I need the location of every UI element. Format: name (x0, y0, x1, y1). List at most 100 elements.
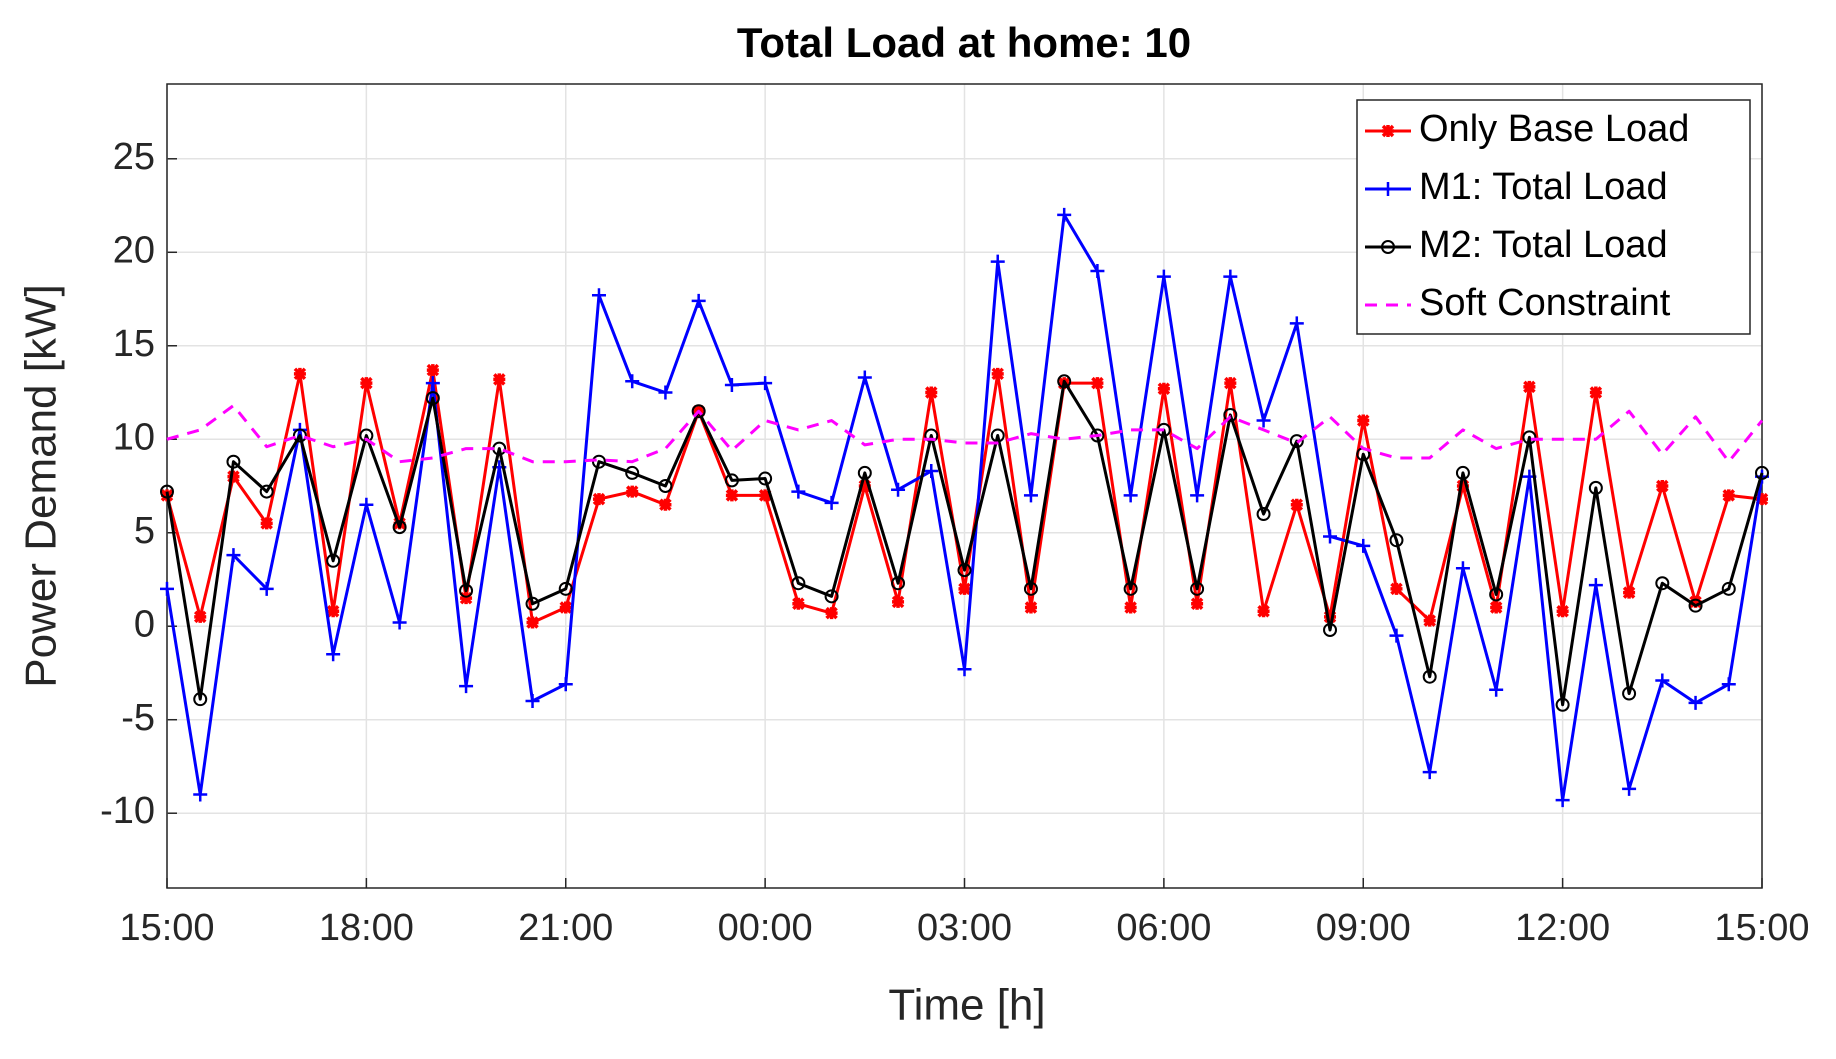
marker (359, 428, 374, 443)
marker (259, 581, 274, 596)
marker (825, 606, 838, 620)
marker (1622, 586, 1636, 599)
marker (193, 787, 208, 802)
marker (1357, 414, 1370, 427)
marker (226, 454, 241, 469)
marker (1190, 597, 1204, 611)
marker (1257, 605, 1270, 618)
marker (1489, 682, 1504, 697)
x-tick-label: 21:00 (518, 907, 613, 949)
y-tick-label: 25 (113, 136, 155, 178)
marker (1656, 479, 1669, 493)
legend-label: Only Base Load (1419, 108, 1689, 150)
marker (360, 376, 373, 390)
y-tick-label: 0 (134, 603, 155, 645)
marker (1123, 488, 1138, 503)
marker (1323, 610, 1337, 624)
marker (1721, 677, 1736, 692)
marker (891, 595, 905, 609)
marker (758, 489, 772, 502)
y-axis-label: Power Demand [kW] (17, 284, 66, 687)
x-tick-label: 06:00 (1116, 907, 1211, 949)
marker (525, 694, 540, 709)
marker (1655, 673, 1670, 688)
marker (1622, 686, 1637, 701)
legend-marker (1381, 182, 1395, 196)
marker (1455, 561, 1470, 576)
marker (957, 563, 972, 578)
marker (1356, 538, 1371, 553)
marker (1755, 465, 1769, 480)
marker (1123, 581, 1138, 596)
marker (725, 489, 739, 502)
marker (958, 582, 971, 596)
marker (1556, 605, 1569, 618)
marker (227, 470, 240, 483)
marker (1588, 480, 1603, 495)
marker (1555, 697, 1570, 712)
marker (326, 605, 340, 618)
marker (1689, 595, 1702, 609)
marker (1256, 507, 1271, 522)
marker (1190, 488, 1205, 503)
marker (1157, 382, 1171, 396)
marker (392, 615, 407, 630)
marker (925, 386, 938, 399)
marker (226, 548, 241, 563)
marker (425, 391, 440, 406)
marker (392, 520, 407, 535)
x-tick-label: 18:00 (319, 907, 414, 949)
marker (957, 662, 972, 677)
marker (1091, 376, 1104, 390)
marker (493, 373, 506, 386)
marker (990, 254, 1005, 269)
marker (1057, 374, 1072, 389)
marker (1523, 380, 1536, 394)
marker (1256, 413, 1271, 428)
marker (1655, 576, 1670, 591)
marker (1323, 529, 1338, 544)
y-tick-label: 10 (113, 416, 155, 458)
marker (1422, 669, 1437, 684)
marker (924, 428, 939, 443)
legend-label: Soft Constraint (1419, 282, 1671, 324)
marker (1024, 601, 1038, 614)
legend-label: M1: Total Load (1419, 166, 1668, 208)
marker (1156, 269, 1171, 284)
y-tick-label: 20 (113, 229, 155, 271)
marker (1290, 498, 1304, 511)
x-tick-label: 03:00 (917, 907, 1012, 949)
marker (193, 692, 208, 707)
marker (1722, 489, 1736, 502)
marker (1023, 581, 1038, 596)
marker (160, 484, 174, 499)
marker (1622, 781, 1637, 796)
marker (792, 597, 805, 611)
marker (193, 610, 207, 624)
marker (1588, 578, 1603, 593)
marker (1057, 207, 1072, 222)
marker (659, 498, 672, 511)
marker (791, 576, 806, 591)
marker (426, 363, 440, 377)
marker (1489, 601, 1503, 614)
marker (359, 497, 374, 512)
marker (1323, 622, 1338, 637)
marker (791, 484, 806, 499)
x-tick-label: 00:00 (718, 907, 813, 949)
marker (525, 596, 540, 611)
marker (1289, 434, 1304, 449)
marker (1555, 793, 1570, 808)
series-line (165, 379, 1764, 707)
legend-marker (1381, 240, 1395, 254)
y-tick-label: -5 (121, 697, 155, 739)
marker (326, 647, 341, 662)
marker (425, 376, 440, 391)
marker (1755, 492, 1769, 506)
marker (1190, 581, 1205, 596)
chart-title: Total Load at home: 10 (737, 19, 1191, 66)
marker (824, 495, 839, 510)
marker (858, 479, 872, 493)
marker (857, 370, 872, 385)
marker (991, 367, 1004, 381)
